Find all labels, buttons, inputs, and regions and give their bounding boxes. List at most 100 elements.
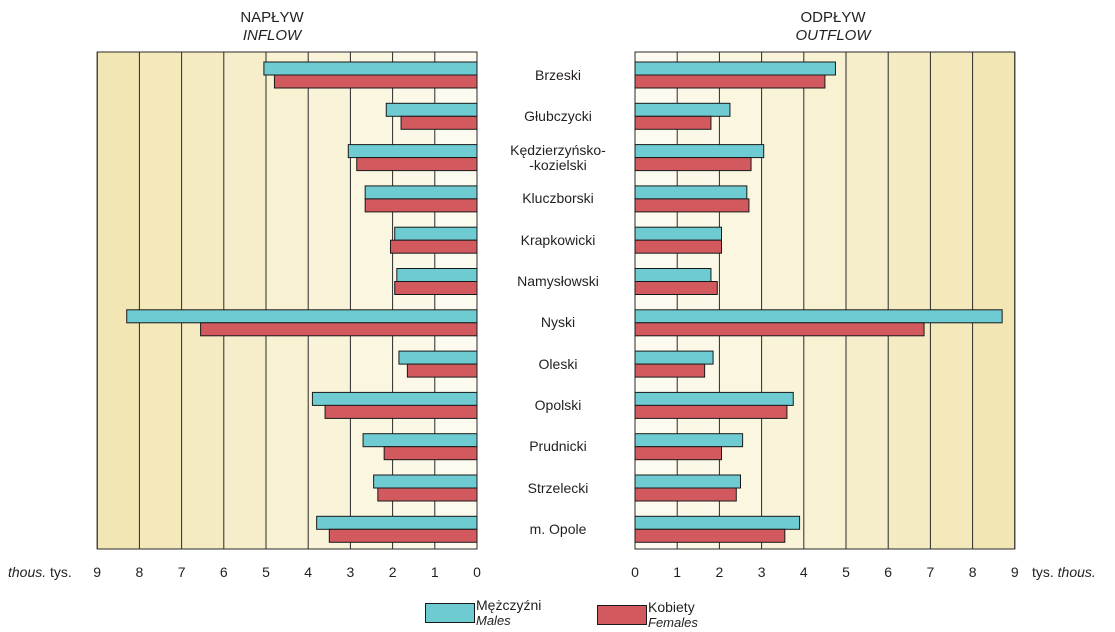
inflow-band [223,52,266,549]
outflow-bar-females [634,528,786,543]
legend-females-pl: Kobiety [648,599,695,615]
inflow-tick-label: 8 [136,564,144,580]
category-label-line: Kluczborski [522,190,594,207]
category-label: Opolski [478,397,638,413]
outflow-bar-females [634,198,750,213]
inflow-tick-label: 0 [473,564,481,580]
category-label-line: Oleski [538,355,578,372]
inflow-bar-males [394,226,478,241]
unit-left-en: thous. [8,564,47,580]
inflow-bar-males [373,474,478,489]
legend-males-pl: Mężczyźni [476,597,542,613]
outflow-bar-males [634,144,765,159]
outflow-bar-females [634,115,712,130]
outflow-bar-males [634,185,748,200]
inflow-tick-label: 2 [389,564,397,580]
inflow-tick-label: 3 [347,564,355,580]
category-label: Kędzierzyńsko- -kozielski [478,141,638,173]
inflow-bar-males [311,391,478,406]
outflow-title-pl: ODPŁYW [800,9,866,26]
outflow-tick-label: 2 [716,564,724,580]
unit-label-left: thous. tys. [8,564,72,580]
outflow-tick-label: 9 [1011,564,1019,580]
inflow-bar-females [406,363,478,378]
inflow-bar-males [126,309,478,324]
category-label: Namysłowski [478,274,638,289]
inflow-band [434,52,477,549]
outflow-band [803,52,846,549]
category-label: Nyski [478,315,638,330]
outflow-bar-males [634,391,794,406]
legend-males-en: Males [476,613,511,628]
inflow-bar-males [362,433,478,448]
inflow-tick-label: 5 [262,564,270,580]
outflow-bar-females [634,322,925,337]
outflow-band [761,52,804,549]
inflow-bar-females [324,404,478,419]
outflow-bar-females [634,239,723,254]
outflow-bar-males [634,474,741,489]
category-label-line: Brzeski [535,66,581,83]
category-label: Krapkowicki [478,231,638,248]
outflow-band [888,52,931,549]
inflow-bar-females [328,528,478,543]
outflow-bar-males [634,309,1003,324]
outflow-panel: 0 1 2 3 4 5 6 7 8 9 [631,51,1019,580]
outflow-tick-label: 4 [800,564,808,580]
legend-swatch-females [597,605,647,625]
category-label: Strzelecki [478,479,638,496]
inflow-bar-females [200,322,478,337]
outflow-tick-label: 6 [884,564,892,580]
legend-females-en: Females [648,615,698,630]
outflow-band [930,52,973,549]
inflow-bar-males [398,350,478,365]
inflow-title-en: INFLOW [242,27,302,44]
inflow-frame [96,51,478,550]
inflow-bar-females [383,446,478,461]
inflow-tick-label: 7 [178,564,186,580]
category-label: Prudnicki [478,439,638,454]
category-label-line: Strzelecki [527,479,589,496]
inflow-bar-females [364,198,478,213]
category-label-line: Krapkowicki [520,231,596,248]
legend-swatch-males [425,603,475,623]
outflow-title-en: OUTFLOW [795,27,871,44]
category-label-line: Kędzierzyńsko- [510,141,606,158]
outflow-bar-females [634,281,718,295]
outflow-tick-label: 0 [631,564,639,580]
outflow-band [719,52,762,549]
inflow-title-pl: NAPŁYW [240,9,304,26]
outflow-bar-females [634,446,723,461]
inflow-band [139,52,182,549]
inflow-band [392,52,435,549]
outflow-bar-males [634,226,723,241]
inflow-bar-males [263,61,478,76]
outflow-bar-females [634,404,788,419]
inflow-bar-males [364,185,478,200]
unit-right-en: thous. [1057,564,1096,580]
category-label-line: Głubczycki [524,107,592,124]
outflow-bar-females [634,157,752,172]
outflow-tick-label: 3 [758,564,766,580]
outflow-bar-males [634,433,744,448]
category-label: Oleski [478,355,638,372]
outflow-tick-label: 1 [673,564,681,580]
outflow-band [635,52,678,549]
inflow-bar-females [377,487,478,502]
category-label-line: Prudnicki [529,438,587,455]
outflow-bar-males [634,61,836,76]
outflow-bar-females [634,487,737,502]
inflow-bar-females [394,281,478,295]
inflow-bar-females [400,115,478,130]
inflow-panel: 9 8 7 6 5 4 3 2 1 0 [93,51,481,580]
outflow-bar-females [634,363,706,378]
outflow-band [846,52,889,549]
outflow-title: ODPŁYW OUTFLOW [733,9,933,45]
category-label-line: -kozielski [529,156,587,173]
category-label-line: Nyski [540,314,576,331]
legend-label-males: Mężczyźni Males [476,597,541,629]
outflow-bar-males [634,515,801,530]
inflow-tick-label: 4 [304,564,312,580]
inflow-bar-females [389,239,478,254]
